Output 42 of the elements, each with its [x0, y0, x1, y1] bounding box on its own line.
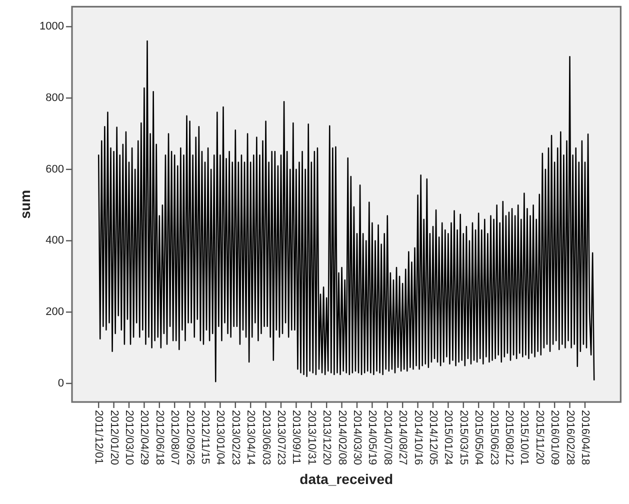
y-tick-label: 800: [46, 92, 64, 104]
line-series: [98, 40, 595, 382]
x-tick-label: 2012/11/15: [198, 410, 211, 464]
x-tick-label: 2011/12/01: [92, 410, 105, 464]
x-tick-label: 2012/03/10: [123, 410, 135, 466]
x-tick-label: 2012/06/18: [153, 410, 166, 466]
x-tick-label: 2015/01/24: [442, 410, 454, 466]
x-tick-label: 2013/02/23: [229, 410, 242, 466]
x-tick-label: 2013/04/14: [244, 410, 257, 466]
x-tick-label: 2015/08/12: [502, 410, 515, 466]
x-tick-label: 2013/06/03: [260, 410, 272, 466]
x-tick-label: 2014/10/16: [412, 410, 424, 466]
x-tick-label: 2013/10/31: [305, 410, 318, 466]
y-tick-label: 1000: [40, 20, 64, 33]
x-tick-label: 2013/01/04: [214, 410, 226, 466]
x-tick-label: 2014/05/19: [366, 410, 378, 466]
x-tick-label: 2014/02/08: [336, 410, 348, 466]
x-tick-label: 2013/09/11: [290, 410, 302, 464]
x-tick-label: 2014/03/30: [350, 410, 363, 466]
x-tick-label: 2014/12/05: [426, 410, 439, 466]
x-tick-label: 2014/08/27: [396, 410, 409, 466]
y-tick-label: 600: [46, 163, 64, 176]
x-tick-label: 2016/02/28: [564, 410, 576, 466]
x-tick-label: 2015/05/04: [472, 410, 485, 466]
x-tick-label: 2012/01/20: [108, 410, 120, 466]
x-tick-label: 2016/04/18: [578, 410, 591, 466]
x-tick-label: 2014/07/08: [381, 410, 394, 466]
y-axis-title: sum: [17, 190, 33, 219]
x-tick-label: 2012/04/29: [138, 410, 150, 466]
x-tick-label: 2015/11/20: [533, 410, 546, 464]
y-tick-label: 200: [46, 306, 64, 318]
y-tick-label: 0: [58, 377, 64, 390]
x-tick-label: 2015/03/15: [457, 410, 470, 466]
x-tick-label: 2015/06/23: [488, 410, 500, 466]
x-tick-label: 2012/08/07: [168, 410, 181, 466]
x-tick-label: 2016/01/09: [548, 410, 561, 466]
y-tick-label: 400: [46, 234, 64, 247]
x-tick-label: 2015/10/01: [518, 410, 530, 466]
x-tick-label: 2012/09/26: [184, 410, 196, 466]
x-tick-label: 2013/12/20: [320, 410, 333, 466]
x-tick-label: 2013/07/23: [274, 410, 287, 466]
x-axis-title: data_received: [300, 471, 394, 487]
